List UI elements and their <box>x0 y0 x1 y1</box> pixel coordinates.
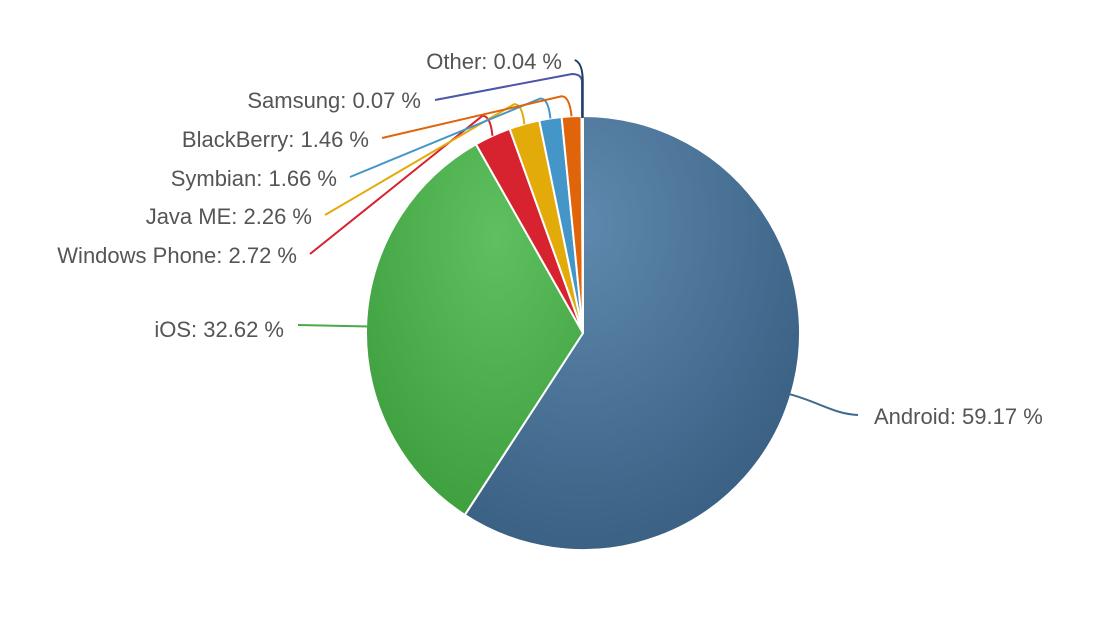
data-label-samsung: Samsung: 0.07 % <box>247 88 421 113</box>
leader-line-android <box>788 393 859 416</box>
data-label-java-me: Java ME: 2.26 % <box>146 204 312 229</box>
data-label-other: Other: 0.04 % <box>426 49 562 74</box>
leader-lines-layer <box>297 59 859 416</box>
data-label-blackberry: BlackBerry: 1.46 % <box>182 127 369 152</box>
pie-slice-other[interactable] <box>581 115 584 334</box>
leader-line-blackberry <box>381 95 573 139</box>
leader-line-other <box>574 59 584 118</box>
leader-line-ios <box>297 324 370 328</box>
leader-line-symbian <box>349 97 552 178</box>
data-label-android: Android: 59.17 % <box>874 404 1043 429</box>
labels-layer: Android: 59.17 % iOS: 32.62 % Windows Phon… <box>57 49 1042 429</box>
leader-line-java-me <box>324 103 526 216</box>
data-label-symbian: Symbian: 1.66 % <box>171 166 337 191</box>
data-label-windows-phone: Windows Phone: 2.72 % <box>57 243 297 268</box>
data-label-ios: iOS: 32.62 % <box>154 317 284 342</box>
slices-layer <box>365 115 801 551</box>
